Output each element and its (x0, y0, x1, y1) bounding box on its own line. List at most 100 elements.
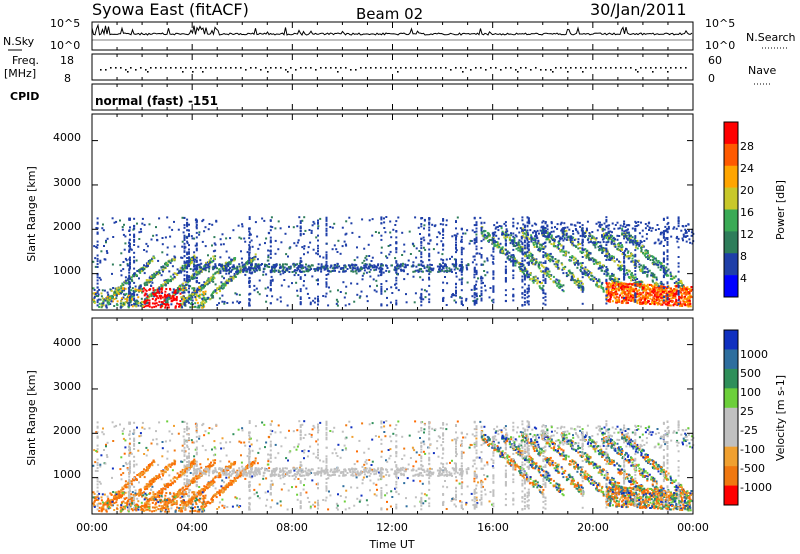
power-cell (486, 259, 489, 262)
power-cell (127, 282, 130, 285)
power-cell (622, 288, 625, 290)
power-cell (216, 267, 218, 270)
noise-search-label: N.Search (746, 31, 796, 44)
power-cell (125, 292, 128, 295)
power-cell (620, 282, 623, 285)
freq-dot (545, 69, 547, 71)
power-cell (624, 229, 627, 232)
power-cell (199, 259, 202, 262)
power-cell (642, 264, 645, 267)
power-cell (216, 270, 219, 273)
power-cell (557, 242, 560, 245)
power-cell (665, 290, 668, 293)
power-cell (500, 251, 503, 254)
power-cell (436, 265, 439, 268)
power-cell (173, 291, 176, 294)
power-cell (650, 284, 653, 286)
power-cell (642, 296, 644, 299)
power-cell (210, 257, 212, 260)
power-cell (159, 306, 162, 309)
power-cell (581, 302, 584, 305)
power-cell (688, 299, 691, 302)
freq-dot (145, 69, 147, 71)
power-cell (671, 278, 674, 281)
power-cell (665, 229, 668, 232)
power-cell (595, 243, 598, 246)
power-cell (615, 281, 618, 284)
power-cell (618, 300, 621, 303)
power-cell (154, 289, 157, 292)
power-cell (334, 263, 336, 266)
power-cell (126, 297, 129, 300)
power-cell (405, 293, 407, 296)
power-cell (436, 236, 439, 239)
freq-dot (680, 67, 682, 69)
freq-dot (440, 67, 442, 69)
power-cell (430, 267, 432, 270)
power-cell (635, 221, 638, 224)
power-cell (309, 303, 312, 306)
power-cell (365, 295, 368, 298)
power-cell (484, 234, 487, 237)
power-cell (325, 281, 328, 284)
power-cell (644, 249, 647, 252)
power-cell (421, 278, 424, 281)
power-cell (535, 259, 538, 262)
power-cell (666, 303, 669, 306)
power-cell (154, 299, 157, 302)
power-cell (164, 290, 167, 293)
power-cell (544, 280, 547, 283)
power-cell (544, 221, 547, 224)
power-cell (504, 289, 507, 292)
power-cell (563, 230, 566, 233)
power-cell (661, 264, 664, 267)
power-cell (179, 302, 182, 305)
power-cell (606, 252, 609, 255)
power-cell (143, 268, 146, 270)
power-cell (93, 301, 96, 304)
power-cell (166, 264, 169, 266)
power-cell (623, 230, 626, 233)
power-cell (105, 304, 108, 307)
power-cell (190, 277, 193, 280)
power-cell (635, 289, 638, 292)
power-cell (493, 224, 496, 227)
power-cell (240, 257, 243, 260)
power-cell (147, 260, 150, 262)
power-cell (243, 263, 246, 266)
power-cell (343, 270, 346, 273)
power-cell (271, 279, 274, 282)
power-cell (303, 270, 306, 273)
power-cell (288, 267, 291, 270)
power-cell (121, 228, 124, 231)
power-cell (198, 286, 200, 288)
power-cell (544, 227, 547, 229)
power-cell (180, 288, 183, 291)
power-cell (673, 282, 676, 284)
power-cell (634, 276, 637, 279)
power-cell (277, 269, 280, 272)
power-cell (625, 298, 628, 301)
power-cell (688, 238, 691, 241)
power-cell (151, 281, 154, 284)
power-cell (496, 243, 499, 246)
power-cell (549, 258, 552, 261)
power-cell (244, 240, 247, 243)
power-cell (533, 222, 536, 225)
power-cell (283, 270, 286, 273)
power-cell (482, 235, 485, 237)
power-cell (269, 225, 272, 228)
power-cell (611, 292, 614, 294)
power-cell (444, 269, 447, 272)
power-cell (191, 260, 193, 263)
power-cell (344, 270, 347, 273)
power-cell (440, 268, 443, 271)
power-cell (671, 275, 674, 278)
power-cell (421, 261, 424, 264)
power-cell (595, 284, 598, 287)
power-cell (114, 293, 117, 296)
power-cell (207, 278, 210, 281)
power-cell (213, 290, 216, 293)
power-cell (668, 298, 671, 301)
power-cell (322, 295, 325, 297)
